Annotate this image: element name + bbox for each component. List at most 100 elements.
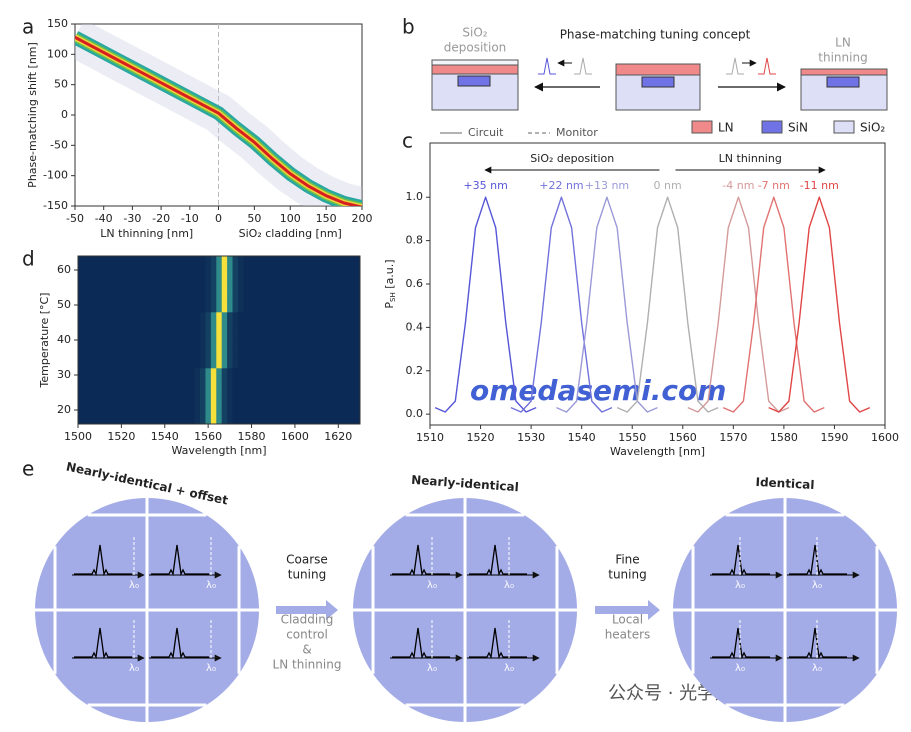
step-method: control bbox=[286, 628, 328, 642]
heatmap-cell bbox=[216, 270, 223, 285]
heatmap-cell bbox=[194, 284, 201, 299]
heatmap-cell bbox=[237, 284, 244, 299]
step-label: SiO₂ bbox=[462, 26, 487, 40]
x-tick-label: 200 bbox=[352, 212, 373, 225]
line bbox=[687, 196, 790, 413]
heatmap-cell bbox=[243, 284, 250, 299]
x-axis-label: SiO₂ cladding [nm] bbox=[239, 227, 342, 240]
heatmap-cell bbox=[232, 256, 239, 271]
heatmap-cell bbox=[210, 354, 217, 369]
panel-label: d bbox=[22, 247, 35, 271]
heatmap-cell bbox=[243, 354, 250, 369]
heatmap-cell bbox=[232, 382, 239, 397]
heatmap-cell bbox=[216, 340, 223, 355]
heatmap-cell bbox=[210, 256, 217, 271]
heatmap-cell bbox=[227, 410, 233, 424]
heatmap-cell bbox=[194, 340, 201, 355]
heatmap-cell bbox=[205, 312, 212, 327]
heatmap-cell bbox=[205, 340, 212, 355]
heatmap-cell bbox=[243, 270, 250, 285]
heatmap-cell bbox=[243, 256, 250, 271]
heatmap-cell bbox=[210, 410, 217, 424]
y-tick-label: 30 bbox=[57, 368, 71, 381]
sin-core bbox=[826, 76, 860, 88]
heatmap-cell bbox=[248, 270, 255, 285]
heatmap-cell bbox=[205, 368, 212, 383]
heatmap-cell bbox=[243, 410, 250, 424]
annotation: SiO₂ deposition bbox=[530, 152, 614, 165]
heatmap-cell bbox=[183, 396, 190, 411]
annotation: LN thinning bbox=[719, 152, 782, 165]
x-axis-label: Wavelength [nm] bbox=[610, 445, 705, 458]
heatmap-cell bbox=[189, 368, 195, 383]
x-tick-label: 1590 bbox=[820, 431, 848, 444]
y-axis-label-part: [a.u.] bbox=[383, 259, 396, 292]
heatmap-cell bbox=[221, 396, 228, 411]
heatmap-cell bbox=[221, 410, 228, 424]
y-tick-label: 0.4 bbox=[406, 320, 424, 333]
heatmap-cell bbox=[205, 270, 212, 285]
heatmap-cell bbox=[227, 396, 233, 411]
panel-label: c bbox=[402, 129, 413, 153]
x-tick-label: 1500 bbox=[64, 430, 92, 443]
heatmap-cell bbox=[189, 396, 195, 411]
x-axis-label: LN thinning [nm] bbox=[100, 227, 193, 240]
mini-spectrum bbox=[469, 544, 527, 577]
mini-spectrum bbox=[789, 544, 847, 577]
heatmap-cell bbox=[237, 312, 244, 327]
heatmap-cell bbox=[227, 270, 233, 285]
icon-peak bbox=[758, 57, 776, 75]
x-tick-label: 150 bbox=[316, 212, 337, 225]
y-tick-label: 20 bbox=[57, 403, 71, 416]
heatmap-cell bbox=[232, 340, 239, 355]
heatmap-cell bbox=[243, 298, 250, 313]
line bbox=[722, 196, 825, 413]
x-tick-label: 1540 bbox=[151, 430, 179, 443]
heatmap-cell bbox=[237, 340, 244, 355]
heatmap-cell bbox=[189, 326, 195, 341]
heatmap-cell bbox=[200, 270, 206, 285]
legend-swatch bbox=[691, 120, 713, 134]
lambda-label: λ₀ bbox=[735, 580, 745, 591]
peak-label: -7 nm bbox=[758, 179, 790, 192]
heatmap-cell bbox=[200, 354, 206, 369]
heatmap-cell bbox=[237, 326, 244, 341]
peak-label: +13 nm bbox=[585, 179, 629, 192]
peak-label: +22 nm bbox=[539, 179, 583, 192]
step-method: Cladding bbox=[281, 613, 334, 627]
heatmap-cell bbox=[216, 382, 223, 397]
heatmap-cell bbox=[210, 368, 217, 383]
heatmap-cell bbox=[243, 382, 250, 397]
heatmap-cell bbox=[194, 368, 201, 383]
y-tick-label: 100 bbox=[47, 47, 68, 60]
heatmap-cell bbox=[200, 410, 206, 424]
step-title: Fine bbox=[615, 553, 639, 567]
y-axis-label: Temperature [°C] bbox=[38, 293, 51, 389]
step-arrow bbox=[595, 600, 660, 620]
heatmap-cell bbox=[189, 340, 195, 355]
step-method: & bbox=[302, 643, 311, 657]
lambda-label: λ₀ bbox=[129, 663, 139, 674]
heatmap-cell bbox=[227, 326, 233, 341]
panel-label: a bbox=[22, 15, 34, 39]
stage-label: Identical bbox=[755, 475, 815, 492]
heatmap-cell bbox=[248, 340, 255, 355]
heatmap-cell bbox=[243, 326, 250, 341]
heatmap-cell bbox=[221, 270, 228, 285]
heatmap-cell bbox=[248, 368, 255, 383]
y-tick-label: 0.6 bbox=[406, 277, 424, 290]
heatmap-cell bbox=[221, 340, 228, 355]
heatmap-cell bbox=[189, 382, 195, 397]
lambda-label: λ₀ bbox=[504, 580, 514, 591]
mini-spectrum bbox=[74, 544, 132, 577]
heatmap-cell bbox=[200, 284, 206, 299]
heatmap-cell bbox=[200, 326, 206, 341]
mini-spectrum bbox=[151, 544, 209, 577]
heatmap-cell bbox=[189, 410, 195, 424]
heatmap-cell bbox=[216, 326, 223, 341]
heatmap-cell bbox=[200, 312, 206, 327]
ln-layer bbox=[800, 68, 888, 76]
peak-label: 0 nm bbox=[654, 179, 682, 192]
y-tick-label: 0.2 bbox=[406, 364, 424, 377]
heatmap-cell bbox=[221, 298, 228, 313]
